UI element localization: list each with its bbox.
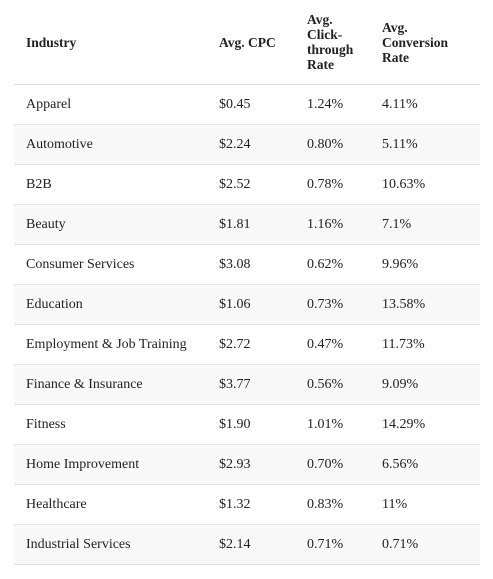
cell-avg-ctr: 0.73% (295, 284, 370, 325)
cell-avg-conversion-rate: 13.58% (370, 284, 480, 325)
table-row: Healthcare $1.32 0.83% 11% (14, 484, 480, 525)
cell-avg-cpc: $3.08 (207, 244, 295, 285)
cell-avg-conversion-rate: 0.71% (370, 524, 480, 565)
table-row: Consumer Services $3.08 0.62% 9.96% (14, 244, 480, 285)
cell-industry: Automotive (14, 124, 207, 165)
table-row: Fitness $1.90 1.01% 14.29% (14, 404, 480, 445)
cell-industry: Apparel (14, 84, 207, 125)
table-row: Industrial Services $2.14 0.71% 0.71% (14, 524, 480, 565)
cell-avg-ctr: 0.83% (295, 484, 370, 525)
cell-avg-conversion-rate: 6.56% (370, 444, 480, 485)
header-avg-conversion-rate: Avg. Conversion Rate (370, 0, 480, 85)
cell-avg-ctr: 0.70% (295, 444, 370, 485)
cell-avg-cpc: $2.14 (207, 524, 295, 565)
cell-avg-conversion-rate: 9.96% (370, 244, 480, 285)
cell-avg-cpc: $2.93 (207, 444, 295, 485)
cell-avg-ctr: 1.01% (295, 404, 370, 445)
cell-avg-cpc: $1.06 (207, 284, 295, 325)
table-body: Apparel $0.45 1.24% 4.11% Automotive $2.… (14, 84, 480, 565)
table-header: Industry Avg. CPC Avg. Click-through Rat… (14, 0, 480, 85)
cell-avg-cpc: $1.81 (207, 204, 295, 245)
table-row: Finance & Insurance $3.77 0.56% 9.09% (14, 364, 480, 405)
cell-avg-ctr: 0.56% (295, 364, 370, 405)
cell-avg-ctr: 1.16% (295, 204, 370, 245)
cell-industry: Industrial Services (14, 524, 207, 565)
cell-avg-cpc: $3.77 (207, 364, 295, 405)
table-row: Beauty $1.81 1.16% 7.1% (14, 204, 480, 245)
cell-avg-conversion-rate: 9.09% (370, 364, 480, 405)
cell-industry: Fitness (14, 404, 207, 445)
cell-avg-cpc: $2.52 (207, 164, 295, 205)
cell-avg-conversion-rate: 10.63% (370, 164, 480, 205)
cell-avg-ctr: 0.71% (295, 524, 370, 565)
cell-industry: Beauty (14, 204, 207, 245)
cell-avg-cpc: $1.32 (207, 484, 295, 525)
cell-avg-ctr: 1.24% (295, 84, 370, 125)
cell-avg-ctr: 0.80% (295, 124, 370, 165)
cell-industry: Finance & Insurance (14, 364, 207, 405)
header-industry: Industry (14, 0, 207, 85)
header-avg-cpc: Avg. CPC (207, 0, 295, 85)
table-row: Education $1.06 0.73% 13.58% (14, 284, 480, 325)
cell-avg-cpc: $1.90 (207, 404, 295, 445)
cell-avg-conversion-rate: 4.11% (370, 84, 480, 125)
cell-industry: Employment & Job Training (14, 324, 207, 365)
cell-avg-ctr: 0.62% (295, 244, 370, 285)
cell-industry: Home Improvement (14, 444, 207, 485)
table-row: Automotive $2.24 0.80% 5.11% (14, 124, 480, 165)
cell-avg-cpc: $0.45 (207, 84, 295, 125)
table-row: Apparel $0.45 1.24% 4.11% (14, 84, 480, 125)
industry-benchmarks-table-container: Industry Avg. CPC Avg. Click-through Rat… (14, 0, 480, 565)
cell-avg-conversion-rate: 14.29% (370, 404, 480, 445)
cell-industry: Healthcare (14, 484, 207, 525)
cell-avg-conversion-rate: 11% (370, 484, 480, 525)
cell-avg-cpc: $2.24 (207, 124, 295, 165)
table-row: Employment & Job Training $2.72 0.47% 11… (14, 324, 480, 365)
table-row: Home Improvement $2.93 0.70% 6.56% (14, 444, 480, 485)
table-row: B2B $2.52 0.78% 10.63% (14, 164, 480, 205)
cell-industry: Consumer Services (14, 244, 207, 285)
industry-benchmarks-table: Industry Avg. CPC Avg. Click-through Rat… (14, 0, 480, 565)
header-row: Industry Avg. CPC Avg. Click-through Rat… (14, 0, 480, 85)
cell-industry: B2B (14, 164, 207, 205)
cell-avg-ctr: 0.47% (295, 324, 370, 365)
cell-avg-cpc: $2.72 (207, 324, 295, 365)
cell-avg-ctr: 0.78% (295, 164, 370, 205)
cell-avg-conversion-rate: 7.1% (370, 204, 480, 245)
cell-industry: Education (14, 284, 207, 325)
header-avg-ctr: Avg. Click-through Rate (295, 0, 370, 85)
cell-avg-conversion-rate: 11.73% (370, 324, 480, 365)
cell-avg-conversion-rate: 5.11% (370, 124, 480, 165)
